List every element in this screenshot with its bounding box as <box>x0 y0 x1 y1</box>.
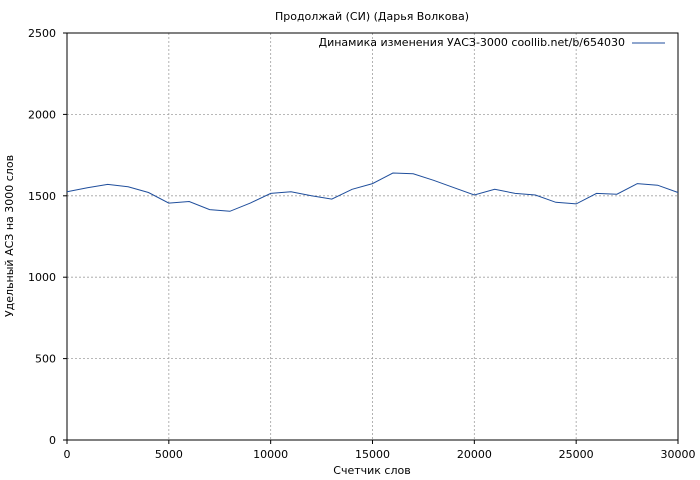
x-tick-label: 0 <box>64 448 71 461</box>
x-tick-label: 25000 <box>559 448 594 461</box>
grid <box>67 33 678 440</box>
x-axis: 0 5000 10000 15000 20000 25000 30000 <box>64 440 696 461</box>
y-tick-label: 1500 <box>28 190 56 203</box>
y-tick-label: 1000 <box>28 271 56 284</box>
series-line <box>66 172 679 212</box>
x-tick-label: 5000 <box>155 448 183 461</box>
y-axis: 0 500 1000 1500 2000 2500 <box>28 27 67 447</box>
x-tick-label: 30000 <box>661 448 696 461</box>
legend-label: Динамика изменения УАСЗ-3000 coollib.net… <box>319 36 626 49</box>
x-axis-title: Счетчик слов <box>333 464 410 477</box>
x-tick-label: 15000 <box>355 448 390 461</box>
series-layer <box>66 172 679 212</box>
y-tick-label: 2500 <box>28 27 56 40</box>
chart-title: Продолжай (СИ) (Дарья Волкова) <box>275 10 469 23</box>
legend: Динамика изменения УАСЗ-3000 coollib.net… <box>319 36 665 49</box>
x-tick-label: 10000 <box>253 448 288 461</box>
x-tick-label: 20000 <box>457 448 492 461</box>
y-axis-title: Удельный АСЗ на 3000 слов <box>3 155 16 317</box>
y-tick-label: 0 <box>49 434 56 447</box>
y-tick-label: 2000 <box>28 108 56 121</box>
y-tick-label: 500 <box>35 353 56 366</box>
